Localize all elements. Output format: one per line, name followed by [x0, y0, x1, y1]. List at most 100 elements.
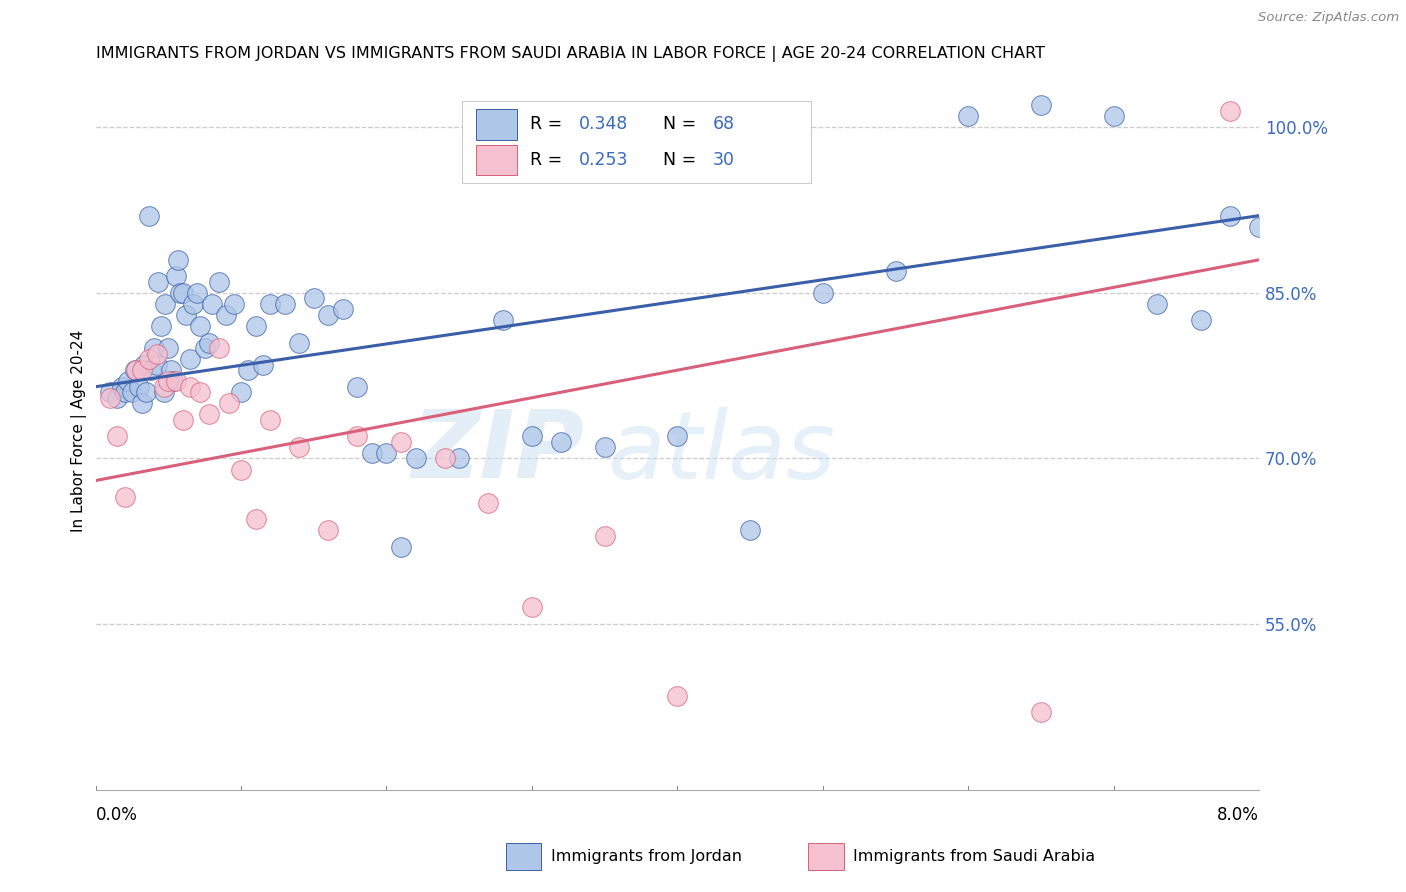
Point	[405, 451, 427, 466]
Point	[165, 269, 187, 284]
Point	[98, 385, 121, 400]
Point	[1146, 297, 1168, 311]
Point	[1249, 219, 1271, 234]
Point	[957, 109, 980, 123]
Point	[131, 363, 153, 377]
Point	[222, 297, 245, 311]
Point	[172, 285, 194, 300]
Point	[124, 363, 146, 377]
Text: 0.348: 0.348	[578, 115, 628, 134]
Point	[477, 495, 499, 509]
Point	[1219, 103, 1241, 118]
Point	[153, 385, 176, 400]
Point	[1029, 98, 1052, 112]
Point	[259, 297, 281, 311]
Text: 0.253: 0.253	[578, 152, 628, 169]
Point	[245, 512, 267, 526]
Text: R =: R =	[530, 152, 568, 169]
Point	[884, 264, 907, 278]
FancyBboxPatch shape	[477, 110, 517, 139]
Point	[105, 429, 128, 443]
Point	[259, 413, 281, 427]
Point	[229, 462, 252, 476]
FancyBboxPatch shape	[477, 145, 517, 176]
Point	[346, 429, 368, 443]
Point	[375, 446, 398, 460]
Point	[125, 363, 148, 377]
Point	[208, 341, 231, 355]
Point	[666, 429, 689, 443]
Point	[593, 529, 616, 543]
Point	[433, 451, 456, 466]
Point	[346, 380, 368, 394]
Point	[316, 523, 339, 537]
Point	[520, 429, 543, 443]
Point	[172, 413, 194, 427]
Point	[666, 689, 689, 703]
Point	[145, 358, 167, 372]
Point	[738, 523, 761, 537]
Text: ZIP: ZIP	[412, 407, 585, 499]
Text: N =: N =	[664, 152, 702, 169]
Point	[332, 302, 354, 317]
Text: 68: 68	[713, 115, 734, 134]
Point	[361, 446, 384, 460]
Point	[215, 308, 238, 322]
Point	[1102, 109, 1125, 123]
Point	[389, 540, 412, 554]
Y-axis label: In Labor Force | Age 20-24: In Labor Force | Age 20-24	[72, 330, 87, 532]
Point	[229, 385, 252, 400]
Point	[302, 292, 325, 306]
Text: 8.0%: 8.0%	[1218, 806, 1260, 824]
Point	[316, 308, 339, 322]
Point	[198, 407, 221, 421]
Point	[252, 358, 274, 372]
Point	[162, 374, 184, 388]
Point	[169, 285, 191, 300]
Point	[121, 385, 143, 400]
Point	[157, 341, 180, 355]
Point	[198, 335, 221, 350]
Point	[145, 346, 167, 360]
Point	[150, 318, 173, 333]
Point	[1029, 706, 1052, 720]
Point	[181, 297, 204, 311]
Point	[160, 363, 183, 377]
FancyBboxPatch shape	[463, 101, 811, 184]
Point	[139, 363, 162, 377]
Text: R =: R =	[530, 115, 568, 134]
Point	[186, 285, 208, 300]
Point	[138, 352, 160, 367]
Point	[593, 441, 616, 455]
Text: 30: 30	[713, 152, 734, 169]
Point	[449, 451, 471, 466]
Point	[105, 391, 128, 405]
Point	[201, 297, 224, 311]
Point	[1189, 313, 1212, 327]
Point	[492, 313, 515, 327]
Point	[135, 385, 157, 400]
Text: Immigrants from Saudi Arabia: Immigrants from Saudi Arabia	[853, 849, 1095, 863]
Point	[389, 434, 412, 449]
Point	[273, 297, 295, 311]
Point	[111, 380, 134, 394]
Point	[142, 341, 165, 355]
Point	[179, 380, 201, 394]
Text: atlas: atlas	[607, 407, 835, 498]
Point	[238, 363, 260, 377]
Point	[153, 380, 176, 394]
Point	[165, 374, 187, 388]
Point	[520, 600, 543, 615]
Point	[155, 297, 177, 311]
Point	[218, 396, 240, 410]
Text: Source: ZipAtlas.com: Source: ZipAtlas.com	[1258, 11, 1399, 24]
Point	[288, 335, 311, 350]
Point	[174, 308, 197, 322]
Point	[179, 352, 201, 367]
Point	[114, 490, 136, 504]
Point	[208, 275, 231, 289]
Point	[811, 285, 834, 300]
Point	[128, 380, 150, 394]
Point	[188, 385, 211, 400]
Point	[288, 441, 311, 455]
